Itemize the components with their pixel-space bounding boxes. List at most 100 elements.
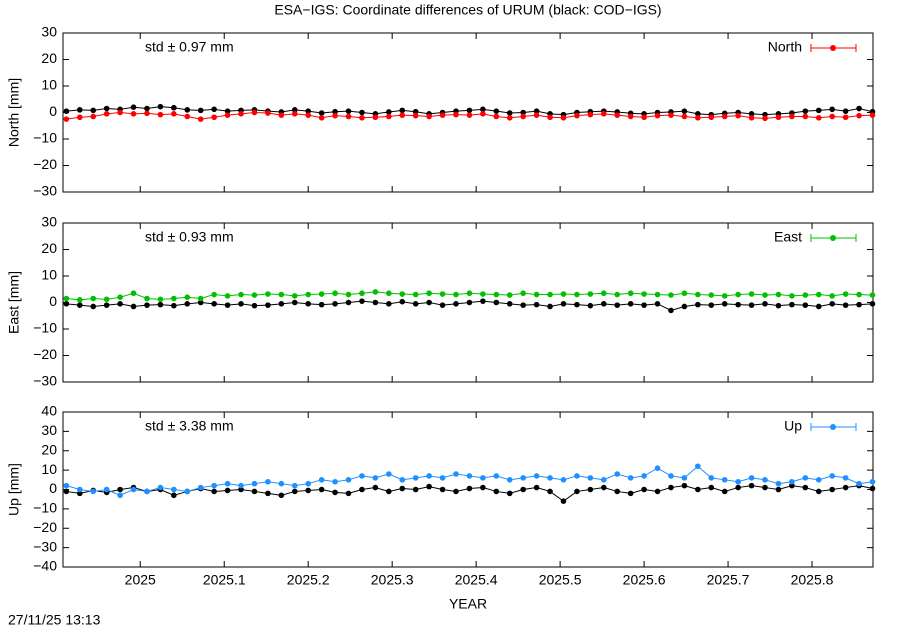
x-tick-label: 2025: [125, 572, 156, 588]
data-point: [412, 486, 419, 493]
y-axis-label: Up [mm]: [6, 463, 22, 516]
data-point: [130, 303, 137, 310]
data-point: [63, 482, 70, 489]
data-point: [399, 291, 406, 297]
data-point: [829, 486, 835, 493]
data-point: [560, 291, 567, 297]
data-point: [103, 302, 110, 308]
legend-marker: [830, 424, 836, 430]
data-point: [668, 473, 674, 479]
data-point: [735, 484, 741, 491]
y-tick-label: −10: [33, 500, 57, 516]
data-point: [332, 301, 338, 307]
data-point: [614, 302, 621, 308]
legend-label: Up: [784, 418, 802, 434]
data-point: [90, 488, 97, 495]
data-point: [171, 302, 177, 309]
data-point: [735, 301, 741, 308]
data-point: [842, 302, 849, 308]
data-point: [735, 478, 741, 485]
data-point: [130, 104, 137, 110]
data-point: [90, 107, 97, 114]
data-point: [412, 301, 419, 307]
data-point: [775, 114, 782, 121]
data-point: [359, 298, 365, 304]
data-point: [829, 293, 835, 299]
data-point: [171, 104, 177, 111]
data-point: [775, 480, 782, 487]
x-tick-label: 2025.4: [455, 572, 498, 588]
data-point: [466, 473, 473, 479]
data-point: [184, 113, 191, 120]
data-point: [291, 299, 298, 306]
data-point: [802, 292, 809, 298]
data-point: [359, 109, 365, 116]
data-point: [224, 480, 231, 487]
data-point: [318, 291, 325, 297]
y-tick-label: 10: [41, 461, 57, 477]
data-point: [856, 112, 862, 119]
data-point: [426, 299, 432, 306]
data-point: [278, 112, 285, 118]
data-point: [748, 482, 755, 489]
data-point: [842, 475, 849, 481]
data-point: [412, 291, 419, 298]
data-point: [265, 490, 271, 497]
data-point: [829, 473, 835, 479]
data-point: [76, 486, 83, 493]
data-point: [641, 302, 647, 308]
data-point: [332, 489, 338, 496]
data-point: [560, 498, 567, 504]
data-point: [600, 484, 607, 491]
data-point: [318, 486, 325, 493]
data-point: [856, 105, 862, 112]
data-point: [654, 112, 661, 119]
data-point: [600, 301, 607, 307]
data-point: [815, 488, 822, 495]
y-axis-label: North [mm]: [6, 78, 22, 147]
data-point: [654, 291, 661, 298]
data-point: [412, 112, 419, 119]
x-tick-label: 2025.6: [623, 572, 666, 588]
data-point: [493, 113, 500, 120]
data-point: [533, 112, 540, 118]
data-point: [695, 115, 701, 121]
data-point: [211, 114, 217, 121]
data-point: [278, 291, 285, 298]
x-tick-label: 2025.2: [287, 572, 330, 588]
chart-title: ESA−IGS: Coordinate differences of URUM …: [274, 2, 661, 18]
data-point: [748, 291, 755, 297]
y-tick-label: −30: [33, 538, 57, 554]
data-point: [762, 484, 768, 491]
data-point: [453, 488, 459, 495]
data-point: [520, 113, 526, 120]
data-point: [386, 109, 392, 115]
data-point: [721, 477, 728, 483]
data-point: [802, 484, 809, 491]
data-point: [748, 111, 755, 117]
data-point: [265, 291, 271, 297]
y-tick-label: −40: [33, 558, 57, 574]
data-point: [681, 482, 688, 489]
data-point: [533, 473, 540, 479]
data-point: [681, 475, 688, 481]
data-point: [345, 113, 352, 120]
data-point: [547, 114, 553, 121]
data-point: [211, 482, 217, 489]
data-point: [762, 477, 768, 483]
data-point: [453, 291, 459, 298]
data-point: [695, 463, 701, 470]
data-point: [238, 111, 244, 117]
data-point: [614, 488, 621, 495]
data-point: [574, 291, 580, 298]
data-point: [318, 110, 325, 116]
data-point: [345, 490, 352, 497]
legend-label: North: [768, 39, 802, 55]
data-point: [439, 486, 446, 493]
data-point: [359, 473, 365, 479]
data-point: [695, 486, 701, 493]
data-point: [278, 492, 285, 499]
data-point: [76, 302, 83, 308]
x-tick-label: 2025.3: [371, 572, 414, 588]
data-point: [439, 291, 446, 297]
